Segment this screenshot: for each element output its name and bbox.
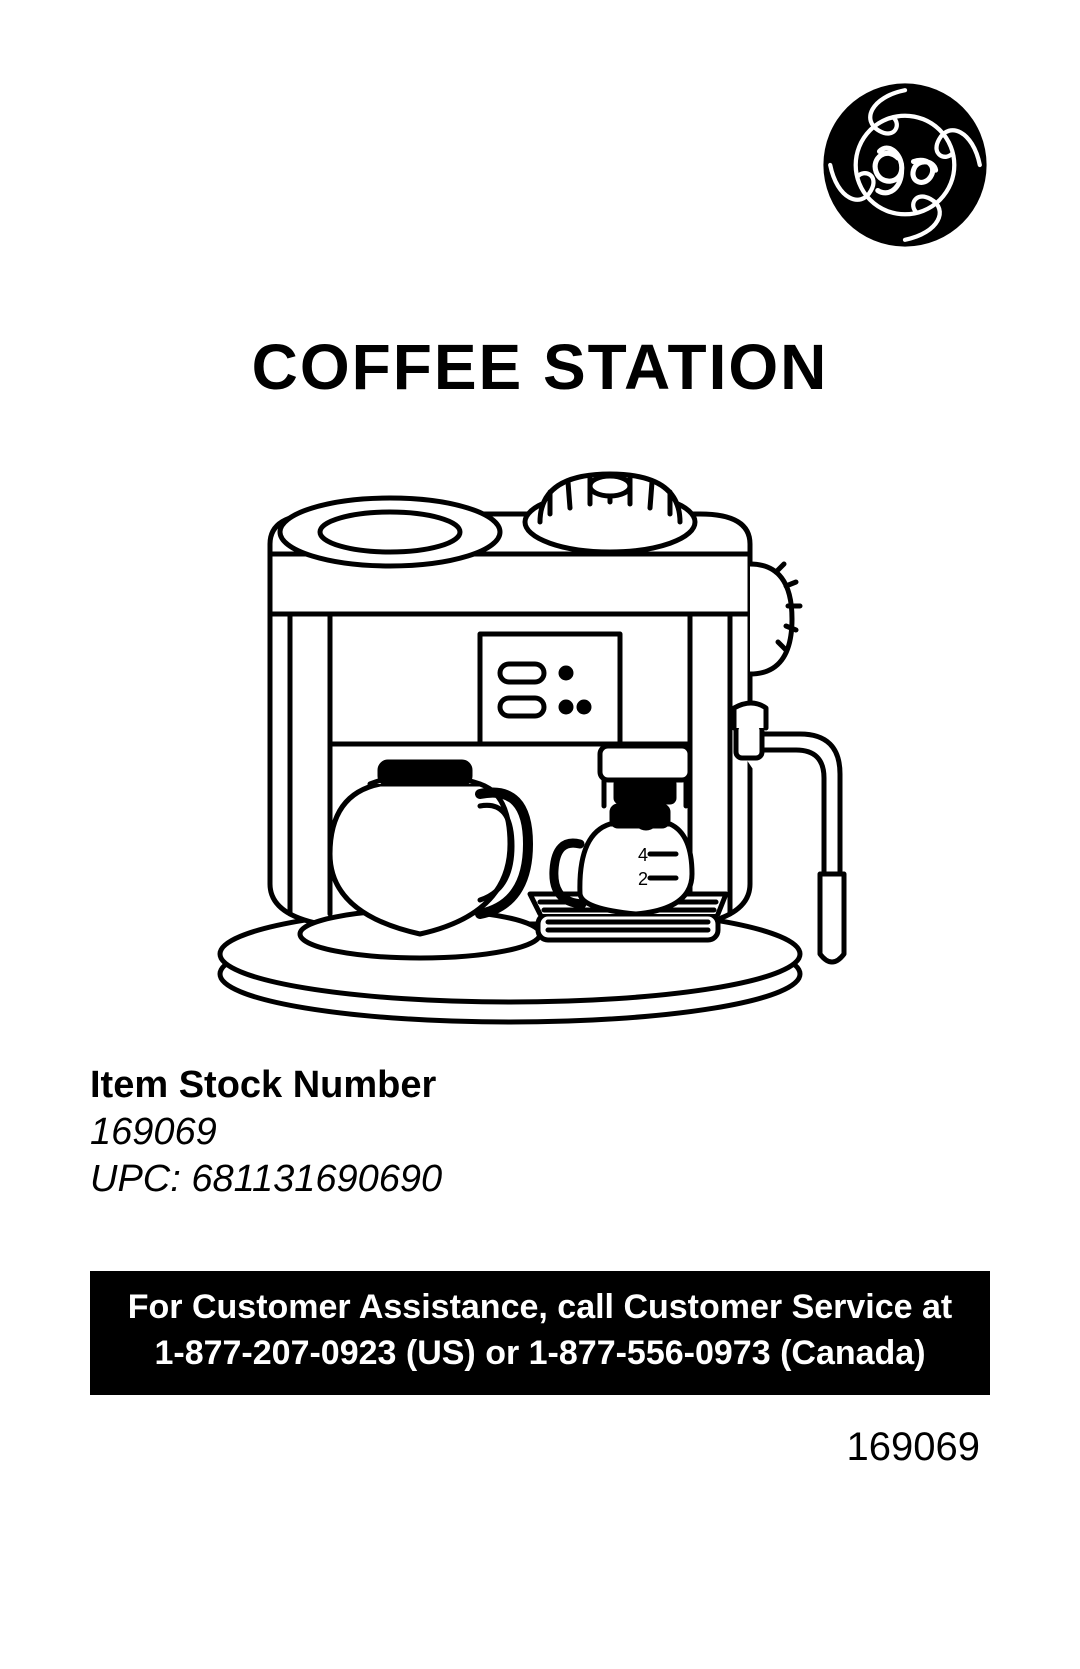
upc-value: 681131690690 xyxy=(191,1158,442,1200)
assist-line-2: 1-877-207-0923 (US) or 1-877-556-0973 (C… xyxy=(100,1331,980,1377)
stock-info: Item Stock Number 169069 UPC: 6811316906… xyxy=(90,1064,990,1201)
svg-text:2: 2 xyxy=(638,869,648,889)
upc-line: UPC: 681131690690 xyxy=(90,1158,990,1201)
stock-label: Item Stock Number xyxy=(90,1064,990,1107)
svg-text:4: 4 xyxy=(638,845,648,865)
customer-assistance-bar: For Customer Assistance, call Customer S… xyxy=(90,1271,990,1395)
upc-label: UPC: xyxy=(90,1158,181,1200)
footer-item-number: 169069 xyxy=(90,1425,990,1470)
ge-logo-icon xyxy=(820,80,990,250)
product-title: COFFEE STATION xyxy=(90,330,990,404)
manual-cover-page: COFFEE STATION xyxy=(0,0,1080,1669)
stock-number: 169069 xyxy=(90,1111,990,1154)
product-illustration-icon: 4 2 xyxy=(180,414,900,1034)
brand-logo xyxy=(820,80,990,250)
assist-line-1: For Customer Assistance, call Customer S… xyxy=(100,1285,980,1331)
